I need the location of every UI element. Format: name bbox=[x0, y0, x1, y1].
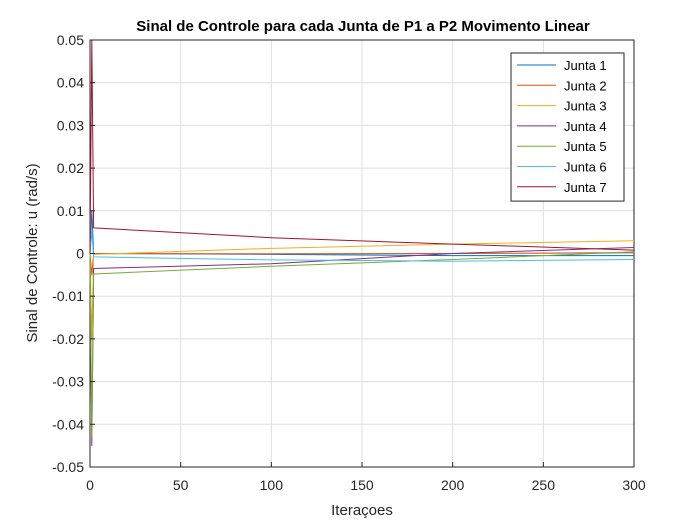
x-tick-label: 100 bbox=[260, 477, 284, 493]
y-axis-label: Sinal de Controle: u (rad/s) bbox=[24, 163, 41, 342]
y-tick-label: 0.01 bbox=[57, 203, 84, 219]
x-tick-label: 200 bbox=[441, 477, 465, 493]
y-tick-label: -0.03 bbox=[52, 374, 84, 390]
x-axis-ticks: 0 50 100 150 200 250 300 bbox=[86, 462, 646, 493]
series-lines bbox=[89, 39, 635, 447]
y-tick-label: 0 bbox=[76, 246, 84, 262]
legend-label-5: Junta 5 bbox=[564, 139, 607, 154]
x-tick-label: 300 bbox=[622, 477, 646, 493]
series-line-6 bbox=[89, 231, 635, 262]
x-tick-label: 0 bbox=[86, 477, 94, 493]
y-tick-label: -0.02 bbox=[52, 331, 84, 347]
y-tick-label: -0.04 bbox=[52, 416, 84, 432]
legend-label-3: Junta 3 bbox=[564, 99, 607, 114]
chart-title: Sinal de Controle para cada Junta de P1 … bbox=[136, 18, 590, 35]
x-tick-label: 50 bbox=[173, 477, 189, 493]
series-line-7 bbox=[89, 39, 635, 254]
legend-box bbox=[510, 52, 625, 202]
series-line-2 bbox=[89, 252, 635, 276]
y-tick-label: 0.03 bbox=[57, 117, 84, 133]
legend-label-1: Junta 1 bbox=[564, 58, 607, 73]
x-axis-label: Iteraçoes bbox=[331, 502, 393, 519]
x-tick-label: 250 bbox=[532, 477, 556, 493]
y-tick-label: -0.05 bbox=[52, 459, 84, 475]
y-tick-label: 0.02 bbox=[57, 160, 84, 176]
y-tick-label: 0.05 bbox=[57, 32, 84, 48]
legend-label-2: Junta 2 bbox=[564, 78, 607, 93]
y-tick-label: 0.04 bbox=[57, 75, 84, 91]
y-axis-ticks: -0.05 -0.04 -0.03 -0.02 -0.01 0 0.01 0.02 0.03 0.… bbox=[52, 32, 95, 475]
legend-label-6: Junta 6 bbox=[564, 160, 607, 175]
series-line-5 bbox=[89, 251, 635, 438]
x-tick-label: 150 bbox=[350, 477, 374, 493]
legend: Junta 1 Junta 2 Junta 3 Junta 4 Junta 5 Junta… bbox=[510, 52, 625, 202]
legend-label-4: Junta 4 bbox=[564, 119, 607, 134]
legend-label-7: Junta 7 bbox=[564, 180, 607, 195]
y-tick-label: -0.01 bbox=[52, 288, 84, 304]
series-line-3 bbox=[89, 240, 635, 340]
